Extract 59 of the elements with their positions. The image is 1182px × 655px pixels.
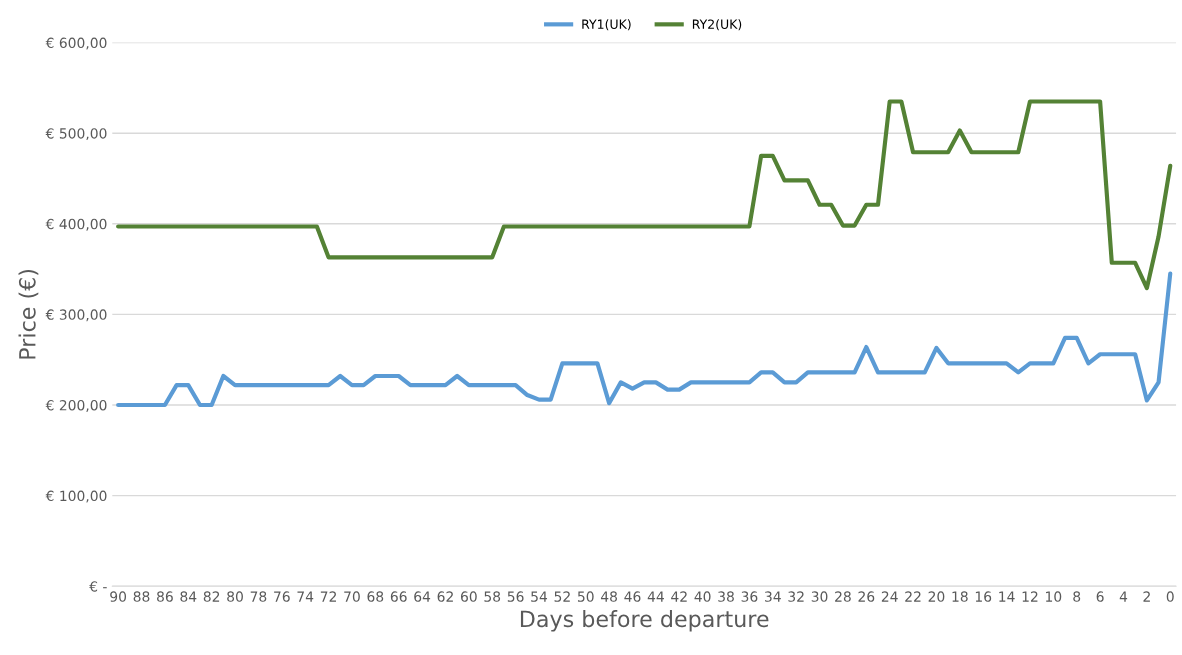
x-tick-label: 82 [203, 591, 220, 602]
x-tick-label: 68 [367, 591, 384, 602]
x-tick-label: 2 [1143, 591, 1150, 602]
y-tick-label: € 400,00 [45, 218, 107, 231]
x-tick-label: 24 [881, 591, 898, 602]
y-tick-label: € 500,00 [45, 128, 107, 141]
x-tick-label: 40 [694, 591, 711, 602]
x-tick-label: 50 [577, 591, 594, 602]
x-tick-label: 36 [741, 591, 758, 602]
x-tick-label: 30 [811, 591, 828, 602]
x-tick-label: 88 [133, 591, 150, 602]
x-tick-label: 62 [437, 591, 453, 602]
y-tick-label: € 600,00 [45, 37, 107, 50]
x-axis-title: Days before departure [520, 610, 769, 632]
x-tick-label: 12 [1022, 591, 1038, 602]
x-tick-label: 38 [718, 591, 734, 602]
x-tick-label: 0 [1166, 591, 1174, 602]
x-tick-label: 90 [110, 591, 127, 602]
x-tick-label: 70 [344, 591, 360, 602]
x-tick-label: 22 [905, 591, 921, 602]
x-tick-label: 20 [928, 591, 945, 602]
x-tick-label: 10 [1046, 591, 1062, 602]
x-tick-label: 48 [600, 591, 618, 602]
x-tick-label: 26 [858, 591, 875, 602]
x-tick-label: 60 [460, 591, 477, 602]
x-tick-label: 72 [320, 591, 336, 602]
line-series [116, 99, 1173, 291]
x-tick-label: 86 [157, 591, 173, 602]
legend-label: RY2(UK) [692, 19, 742, 31]
x-tick-label: 6 [1096, 591, 1104, 602]
legend-label: RY1(UK) [582, 19, 631, 31]
y-axis-title: Price (€) [18, 269, 39, 359]
x-tick-label: 18 [952, 591, 968, 602]
x-tick-label: 52 [554, 591, 570, 602]
x-tick-label: 66 [390, 591, 407, 602]
y-tick-label: € - [89, 581, 107, 592]
y-tick-label: € 300,00 [45, 309, 107, 322]
y-tick-label: € 200,00 [45, 399, 107, 412]
x-tick-label: 32 [788, 591, 804, 602]
x-tick-label: 46 [624, 591, 641, 602]
x-tick-label: 80 [227, 591, 243, 602]
x-tick-label: 74 [297, 591, 314, 602]
x-tick-label: 14 [999, 591, 1015, 602]
x-tick-label: 28 [835, 591, 851, 602]
y-tick-label: € 100,00 [45, 490, 107, 503]
x-tick-label: 34 [765, 591, 781, 602]
x-tick-label: 56 [507, 591, 524, 602]
x-tick-label: 8 [1073, 591, 1081, 602]
x-tick-label: 4 [1119, 591, 1128, 602]
line-series [116, 271, 1173, 408]
x-tick-label: 16 [975, 591, 992, 602]
x-tick-label: 78 [250, 591, 267, 602]
x-tick-label: 42 [671, 591, 687, 602]
x-tick-label: 64 [414, 591, 431, 602]
x-tick-label: 54 [531, 591, 548, 602]
x-tick-label: 84 [180, 591, 197, 602]
x-tick-label: 76 [274, 591, 290, 602]
x-tick-label: 44 [647, 591, 664, 602]
x-tick-label: 58 [484, 591, 501, 602]
